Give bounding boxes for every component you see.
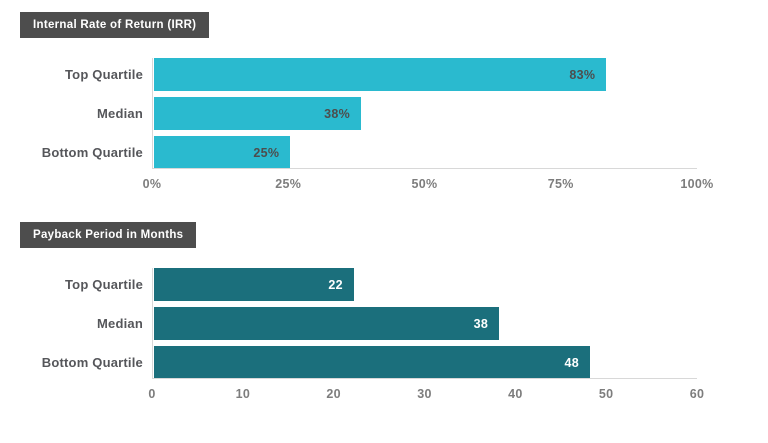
bar-row: Top Quartile 83% (20, 58, 697, 91)
x-tick-label: 20 (326, 387, 341, 401)
bar-track: 25% (152, 136, 697, 169)
category-label-bottom-quartile: Bottom Quartile (41, 145, 143, 160)
category-label-top-quartile: Top Quartile (65, 277, 143, 292)
bar-row: Top Quartile 22 (20, 268, 697, 301)
category-label-top-quartile: Top Quartile (65, 67, 143, 82)
payback-chart-section: Payback Period in Months Top Quartile 22 M… (20, 222, 768, 402)
irr-bar-rows: Top Quartile 83% Median 38% Bottom Quartile 2… (20, 58, 697, 169)
x-tick-label: 60 (689, 387, 705, 401)
value-label: 25% (253, 145, 280, 160)
x-tick-label: 0% (142, 177, 162, 191)
bar-top-quartile: 22 (154, 268, 354, 301)
bar-row: Bottom Quartile 25% (20, 136, 697, 169)
irr-x-axis-ticks: 0% 25% 50% 75% 100% (143, 177, 714, 192)
irr-chart-title: Internal Rate of Return (IRR) (33, 19, 197, 31)
payback-bar-rows: Top Quartile 22 Median 38 Bottom Quartile 48 (20, 268, 697, 379)
bar-median: 38% (154, 97, 362, 130)
bar-row: Median 38 (20, 307, 697, 340)
x-tick-label: 30 (417, 387, 432, 401)
bar-median: 38 (154, 307, 500, 340)
payback-chart-title: Payback Period in Months (33, 229, 184, 241)
x-tick-label: 75% (547, 177, 574, 191)
x-tick-label: 0 (148, 387, 156, 401)
bar-track: 38 (152, 307, 697, 340)
x-tick-label: 25% (275, 177, 302, 191)
payback-chart-title-box: Payback Period in Months (20, 222, 197, 248)
category-label-bottom-quartile: Bottom Quartile (41, 355, 143, 370)
payback-x-axis-ticks: 0 10 20 30 40 50 60 (148, 387, 704, 402)
x-tick-label: 40 (508, 387, 523, 401)
value-label: 38 (473, 316, 489, 331)
bar-track: 48 (152, 346, 697, 379)
irr-chart-title-box: Internal Rate of Return (IRR) (20, 12, 210, 38)
value-label: 22 (328, 277, 343, 292)
x-tick-label: 50% (411, 177, 438, 191)
irr-chart-plot: Top Quartile 83% Median 38% Bottom Quartile 2… (20, 58, 697, 169)
bar-track: 22 (152, 268, 697, 301)
bar-top-quartile: 83% (154, 58, 607, 91)
bar-bottom-quartile: 48 (154, 346, 590, 379)
x-tick-label: 10 (235, 387, 251, 401)
bar-track: 38% (152, 97, 697, 130)
value-label: 48 (564, 355, 579, 370)
value-label: 38% (324, 106, 351, 121)
x-tick-label: 50 (598, 387, 614, 401)
bar-track: 83% (152, 58, 697, 91)
payback-chart-plot: Top Quartile 22 Median 38 Bottom Quartile 48 (20, 268, 697, 379)
category-label-median: Median (97, 106, 143, 121)
bar-row: Median 38% (20, 97, 697, 130)
irr-chart-section: Internal Rate of Return (IRR) Top Quarti… (20, 12, 768, 192)
bar-bottom-quartile: 25% (154, 136, 291, 169)
bar-row: Bottom Quartile 48 (20, 346, 697, 379)
x-tick-label: 100% (680, 177, 714, 191)
category-label-median: Median (97, 316, 143, 331)
value-label: 83% (569, 67, 596, 82)
